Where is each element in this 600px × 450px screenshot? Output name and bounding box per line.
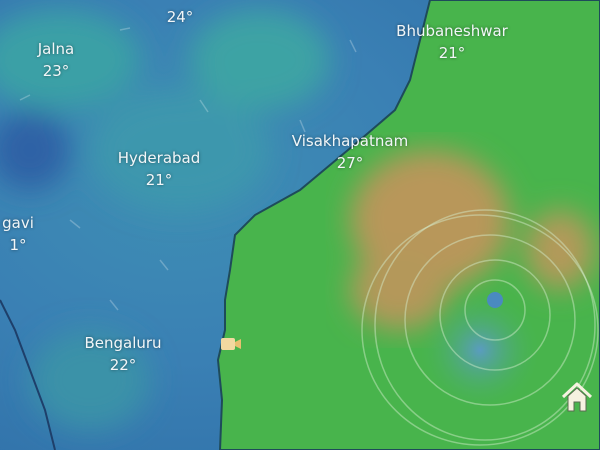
city-temp: 22° bbox=[109, 356, 137, 374]
home-icon[interactable] bbox=[560, 380, 594, 414]
wind-streamlines bbox=[361, 209, 599, 446]
city-label-visakhapatnam: Visakhapatnam 27° bbox=[292, 130, 408, 174]
city-temp: 24° bbox=[166, 8, 194, 26]
city-label-belagavi: gavi 1° bbox=[2, 212, 34, 256]
city-name: Jalna bbox=[37, 40, 75, 58]
camera-icon[interactable] bbox=[220, 336, 242, 352]
city-label-hyderabad: Hyderabad 21° bbox=[118, 147, 201, 191]
city-temp: 21° bbox=[145, 171, 173, 189]
cyclone-center bbox=[487, 292, 503, 308]
city-label-top: 24° bbox=[167, 6, 194, 28]
city-temp: 21° bbox=[438, 44, 466, 62]
city-name: Hyderabad bbox=[117, 149, 201, 167]
city-temp: 1° bbox=[9, 236, 27, 254]
city-name: Bhubaneshwar bbox=[396, 22, 508, 40]
west-coastline bbox=[0, 299, 56, 450]
land-shading bbox=[0, 10, 330, 430]
cyclone-eye bbox=[420, 290, 540, 410]
city-label-bhubaneshwar: Bhubaneshwar 21° bbox=[396, 20, 508, 64]
city-name: gavi bbox=[2, 214, 34, 232]
city-name: Bengaluru bbox=[84, 334, 162, 352]
city-temp: 27° bbox=[336, 154, 364, 172]
city-temp: 23° bbox=[42, 62, 70, 80]
city-label-jalna: Jalna 23° bbox=[38, 38, 74, 82]
high-wind-zone bbox=[350, 150, 595, 330]
city-name: Visakhapatnam bbox=[291, 132, 409, 150]
city-label-bengaluru: Bengaluru 22° bbox=[84, 332, 161, 376]
land-wind-particles bbox=[19, 27, 357, 311]
